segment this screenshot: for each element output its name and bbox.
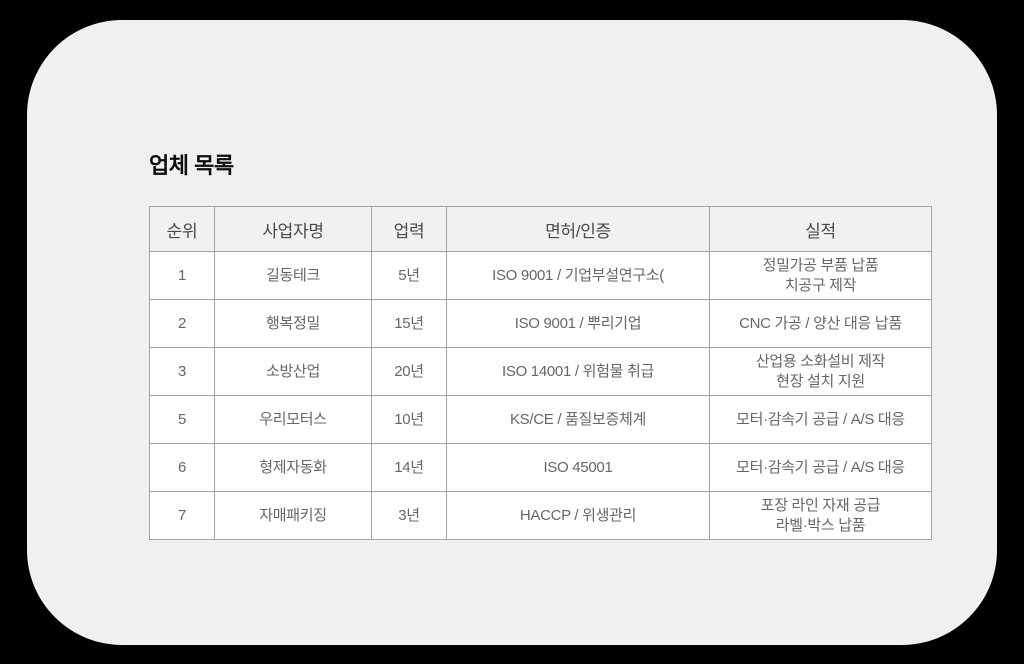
cell-license: KS/CE / 품질보증체계	[446, 395, 710, 444]
header-rank: 순위	[149, 206, 215, 252]
cell-performance: 정밀가공 부품 납품 치공구 제작	[709, 251, 932, 300]
cell-years: 20년	[371, 347, 447, 396]
cell-performance: 모터·감속기 공급 / A/S 대응	[709, 443, 932, 492]
rounded-card: 업체 목록 순위 사업자명 업력 면허/인증 실적 1 길동테크 5년	[27, 20, 997, 645]
cell-rank: 3	[149, 347, 215, 396]
cell-performance: 모터·감속기 공급 / A/S 대응	[709, 395, 932, 444]
cell-years: 10년	[371, 395, 447, 444]
table-row: 6 형제자동화 14년 ISO 45001 모터·감속기 공급 / A/S 대응	[149, 443, 932, 492]
cell-rank: 6	[149, 443, 215, 492]
cell-years: 15년	[371, 299, 447, 348]
table-row: 2 행복정밀 15년 ISO 9001 / 뿌리기업 CNC 가공 / 양산 대…	[149, 299, 932, 348]
cell-license: ISO 45001	[446, 443, 710, 492]
cell-rank: 5	[149, 395, 215, 444]
cell-license: ISO 9001 / 뿌리기업	[446, 299, 710, 348]
cell-rank: 2	[149, 299, 215, 348]
vendor-table: 순위 사업자명 업력 면허/인증 실적 1 길동테크 5년 ISO 9001 /…	[149, 206, 932, 540]
header-years: 업력	[371, 206, 447, 252]
cell-years: 14년	[371, 443, 447, 492]
cell-rank: 7	[149, 491, 215, 540]
table-row: 7 자매패키징 3년 HACCP / 위생관리 포장 라인 자재 공급 라벨·박…	[149, 491, 932, 540]
table-header-row: 순위 사업자명 업력 면허/인증 실적	[149, 206, 932, 252]
cell-license: ISO 14001 / 위험물 취급	[446, 347, 710, 396]
page-title: 업체 목록	[149, 153, 234, 178]
cell-name: 자매패키징	[214, 491, 372, 540]
cell-name: 형제자동화	[214, 443, 372, 492]
cell-license: ISO 9001 / 기업부설연구소(	[446, 251, 710, 300]
table-row: 1 길동테크 5년 ISO 9001 / 기업부설연구소( 정밀가공 부품 납품…	[149, 251, 932, 300]
cell-name: 소방산업	[214, 347, 372, 396]
cell-name: 우리모터스	[214, 395, 372, 444]
cell-performance: 포장 라인 자재 공급 라벨·박스 납품	[709, 491, 932, 540]
cell-years: 3년	[371, 491, 447, 540]
header-performance: 실적	[709, 206, 932, 252]
cell-years: 5년	[371, 251, 447, 300]
cell-name: 행복정밀	[214, 299, 372, 348]
cell-rank: 1	[149, 251, 215, 300]
cell-performance: 산업용 소화설비 제작 현장 설치 지원	[709, 347, 932, 396]
table-row: 3 소방산업 20년 ISO 14001 / 위험물 취급 산업용 소화설비 제…	[149, 347, 932, 396]
header-name: 사업자명	[214, 206, 372, 252]
content-area: 업체 목록 순위 사업자명 업력 면허/인증 실적 1 길동테크 5년	[149, 148, 932, 540]
table-row: 5 우리모터스 10년 KS/CE / 품질보증체계 모터·감속기 공급 / A…	[149, 395, 932, 444]
cell-performance: CNC 가공 / 양산 대응 납품	[709, 299, 932, 348]
header-license: 면허/인증	[446, 206, 710, 252]
cell-license: HACCP / 위생관리	[446, 491, 710, 540]
cell-name: 길동테크	[214, 251, 372, 300]
